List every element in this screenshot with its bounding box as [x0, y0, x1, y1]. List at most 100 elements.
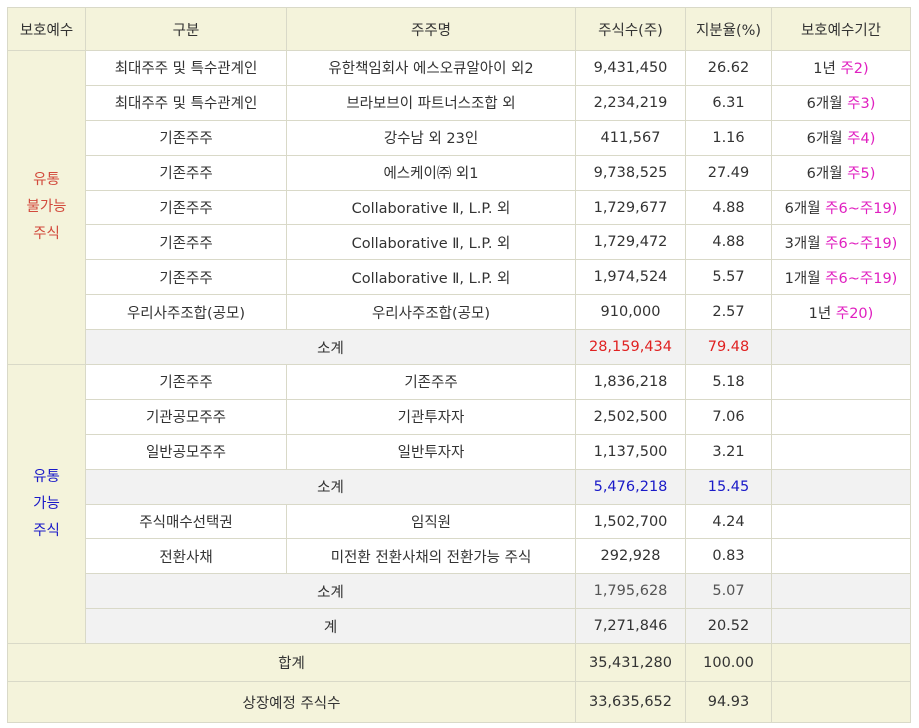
row-holder: 강수남 외 23인 — [286, 119, 576, 156]
row-shares: 910,000 — [575, 294, 686, 331]
row-shares: 2,502,500 — [575, 398, 686, 435]
row-holder: 기존주주 — [286, 364, 576, 400]
note-ref: 주6~주19) — [825, 235, 898, 252]
subtotal-row: 소계 5,476,218 15.45 — [8, 468, 911, 505]
row-shares: 1,502,700 — [575, 503, 686, 540]
note-ref: 주3) — [847, 96, 876, 113]
header-holder: 주주명 — [286, 7, 576, 51]
grand-total-row: 합계 35,431,280 100.00 — [7, 643, 911, 683]
row-type: 기존주주 — [85, 224, 287, 261]
grand-total-shares: 35,431,280 — [575, 643, 686, 683]
row-holder: 우리사주조합(공모) — [286, 294, 576, 331]
grand-total-label: 합계 — [7, 643, 576, 683]
row-type: 최대주주 및 특수관계인 — [85, 50, 287, 86]
group-total-shares: 7,271,846 — [575, 608, 686, 645]
row-type: 기관공모주주 — [85, 398, 287, 435]
listing-total-shares: 33,635,652 — [575, 681, 686, 724]
row-holder: 임직원 — [286, 503, 576, 540]
row-holder: Collaborative Ⅱ, L.P. 외 — [286, 224, 576, 261]
table-row: 최대주주 및 특수관계인 브라보브이 파트너스조합 외 2,234,219 6.… — [8, 84, 911, 121]
row-period: 6개월 주5) — [771, 154, 911, 191]
table-row: 기존주주 Collaborative Ⅱ, L.P. 외 1,729,677 4… — [8, 189, 911, 226]
listing-total-ratio: 94.93 — [685, 681, 772, 724]
row-holder: 미전환 전환사채의 전환가능 주식 — [286, 538, 576, 575]
row-holder: 기관투자자 — [286, 398, 576, 435]
row-period: 1개월 주6~주19) — [771, 259, 911, 296]
row-ratio: 26.62 — [685, 50, 772, 86]
row-ratio: 4.24 — [685, 503, 772, 540]
row-shares: 1,974,524 — [575, 259, 686, 296]
row-holder: 유한책임회사 에스오큐알아이 외2 — [286, 50, 576, 86]
header-lockup: 보호예수 — [7, 7, 86, 51]
row-type: 일반공모주주 — [85, 433, 287, 470]
row-type: 주식매수선택권 — [85, 503, 287, 540]
subtotal-row: 소계 1,795,628 5.07 — [8, 573, 911, 610]
row-shares: 411,567 — [575, 119, 686, 156]
row-ratio: 6.31 — [685, 84, 772, 121]
note-ref: 주5) — [847, 166, 876, 183]
row-shares: 2,234,219 — [575, 84, 686, 121]
row-shares: 1,836,218 — [575, 364, 686, 400]
row-ratio: 5.18 — [685, 364, 772, 400]
group-total-ratio: 20.52 — [685, 608, 772, 645]
row-type: 우리사주조합(공모) — [85, 294, 287, 331]
row-type: 기존주주 — [85, 119, 287, 156]
header-shares: 주식수(주) — [575, 7, 686, 51]
grand-total-ratio: 100.00 — [685, 643, 772, 683]
subtotal-row: 소계 28,159,434 79.48 — [8, 329, 911, 366]
row-shares: 9,738,525 — [575, 154, 686, 191]
subtotal-label: 소계 — [85, 329, 576, 366]
subtotal-ratio: 5.07 — [685, 573, 772, 610]
table-row: 기관공모주주 기관투자자 2,502,500 7.06 — [8, 398, 911, 435]
row-period: 6개월 주4) — [771, 119, 911, 156]
row-ratio: 4.88 — [685, 189, 772, 226]
header-row: 보호예수 구분 주주명 주식수(주) 지분율(%) 보호예수기간 — [7, 7, 911, 51]
listing-total-row: 상장예정 주식수 33,635,652 94.93 — [7, 681, 911, 724]
row-shares: 9,431,450 — [575, 50, 686, 86]
row-type: 기존주주 — [85, 189, 287, 226]
table-row: 기존주주 에스케이㈜ 외1 9,738,525 27.49 6개월 주5) — [8, 154, 911, 191]
subtotal-shares: 5,476,218 — [575, 468, 686, 505]
subtotal-label: 소계 — [85, 468, 576, 505]
row-type: 기존주주 — [85, 364, 287, 400]
shareholding-table: 보호예수 구분 주주명 주식수(주) 지분율(%) 보호예수기간 유통 불가능 … — [7, 7, 911, 724]
header-period: 보호예수기간 — [771, 7, 911, 51]
table-row: 우리사주조합(공모) 우리사주조합(공모) 910,000 2.57 1년 주2… — [8, 294, 911, 331]
table-row: 유통 가능 주식 기존주주 기존주주 1,836,218 5.18 — [7, 364, 911, 645]
table-row: 전환사채 미전환 전환사채의 전환가능 주식 292,928 0.83 — [8, 538, 911, 575]
row-shares: 1,729,677 — [575, 189, 686, 226]
subtotal-shares: 1,795,628 — [575, 573, 686, 610]
row-type: 기존주주 — [85, 259, 287, 296]
table-row: 기존주주 Collaborative Ⅱ, L.P. 외 1,974,524 5… — [8, 259, 911, 296]
row-holder: 일반투자자 — [286, 433, 576, 470]
table-row: 유통 불가능 주식 최대주주 및 특수관계인 유한책임회사 에스오큐알아이 외2… — [7, 49, 911, 366]
table-row: 주식매수선택권 임직원 1,502,700 4.24 — [8, 503, 911, 540]
subtotal-shares: 28,159,434 — [575, 329, 686, 366]
row-period: 1년 주20) — [771, 294, 911, 331]
table-row: 기존주주 강수남 외 23인 411,567 1.16 6개월 주4) — [8, 119, 911, 156]
row-ratio: 4.88 — [685, 224, 772, 261]
row-period: 1년 주2) — [771, 50, 911, 86]
free-group-label: 유통 가능 주식 — [7, 364, 86, 645]
row-type: 기존주주 — [85, 154, 287, 191]
row-holder: Collaborative Ⅱ, L.P. 외 — [286, 259, 576, 296]
row-period: 6개월 주3) — [771, 84, 911, 121]
row-shares: 292,928 — [575, 538, 686, 575]
note-ref: 주4) — [847, 131, 876, 148]
row-shares: 1,729,472 — [575, 224, 686, 261]
row-type: 전환사채 — [85, 538, 287, 575]
listing-total-label: 상장예정 주식수 — [7, 681, 576, 724]
subtotal-ratio: 79.48 — [685, 329, 772, 366]
row-period: 3개월 주6~주19) — [771, 224, 911, 261]
row-ratio: 5.57 — [685, 259, 772, 296]
row-ratio: 1.16 — [685, 119, 772, 156]
row-type: 최대주주 및 특수관계인 — [85, 84, 287, 121]
row-ratio: 7.06 — [685, 398, 772, 435]
subtotal-ratio: 15.45 — [685, 468, 772, 505]
note-ref: 주20) — [835, 305, 874, 322]
lockup-group-label: 유통 불가능 주식 — [7, 49, 86, 366]
row-holder: 브라보브이 파트너스조합 외 — [286, 84, 576, 121]
header-type: 구분 — [85, 7, 287, 51]
row-holder: Collaborative Ⅱ, L.P. 외 — [286, 189, 576, 226]
row-ratio: 27.49 — [685, 154, 772, 191]
